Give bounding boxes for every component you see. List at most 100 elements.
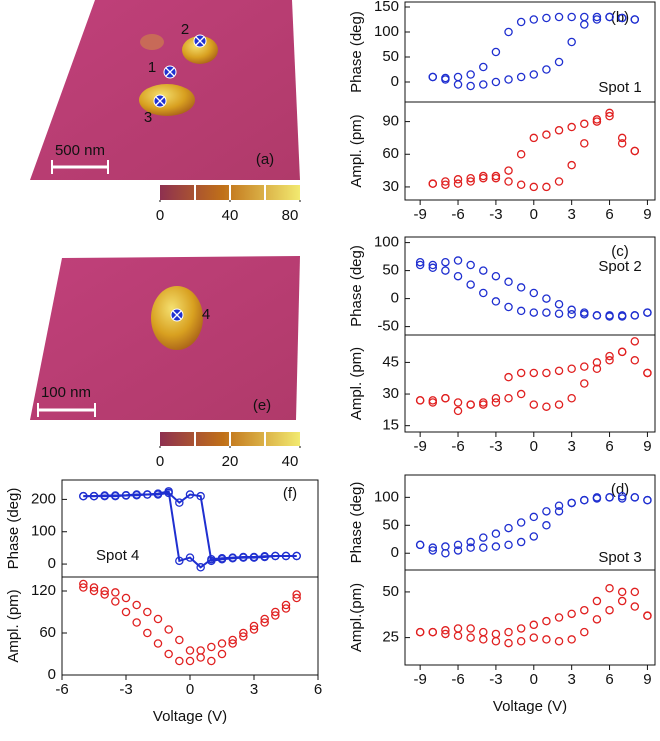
data-point	[554, 507, 564, 516]
data-point	[196, 563, 205, 572]
data-point	[542, 402, 551, 411]
x-tick-label: -6	[55, 681, 68, 698]
y-axis-label: Phase (deg)	[5, 488, 22, 570]
data-point	[567, 364, 576, 373]
x-tick-label: 6	[605, 438, 613, 455]
data-point	[111, 491, 120, 501]
data-point	[529, 15, 539, 24]
y-tick-label: 90	[382, 113, 399, 130]
x-tick-label: 9	[643, 671, 651, 688]
data-point	[132, 490, 141, 500]
data-point	[516, 624, 526, 633]
data-point	[630, 311, 640, 320]
plot-frame	[404, 334, 656, 433]
data-point	[453, 540, 463, 550]
data-point	[605, 605, 614, 615]
data-point	[479, 173, 488, 183]
data-point	[504, 394, 513, 403]
data-point	[617, 13, 627, 23]
data-point	[491, 271, 501, 281]
data-point	[292, 593, 301, 603]
colorbar-tick-label: 40	[282, 453, 299, 470]
data-point	[554, 12, 564, 22]
data-point	[567, 498, 576, 508]
data-point	[453, 271, 463, 281]
x-tick-label: 0	[186, 681, 194, 698]
y-tick-label: 0	[391, 290, 399, 307]
data-point	[281, 551, 291, 561]
data-point	[605, 584, 614, 593]
x-tick-label: -6	[451, 206, 464, 223]
afm-image-e	[30, 256, 300, 420]
data-point	[580, 139, 589, 148]
data-point	[605, 108, 614, 118]
data-point	[567, 12, 576, 22]
data-point	[479, 543, 488, 552]
data-point	[441, 629, 450, 639]
data-point	[605, 356, 614, 365]
data-point	[554, 299, 564, 309]
data-point	[516, 518, 526, 527]
data-point	[466, 173, 475, 183]
data-point	[516, 637, 526, 646]
data-point	[567, 122, 576, 132]
data-point	[542, 65, 551, 74]
spot-label: 3	[144, 109, 152, 126]
data-point	[281, 600, 291, 610]
data-point	[466, 543, 475, 552]
data-point	[554, 501, 564, 510]
data-point	[491, 637, 501, 646]
y-tick-label: 60	[39, 624, 56, 641]
data-point	[453, 406, 463, 416]
data-point	[542, 635, 551, 644]
annotation: Spot 3	[598, 549, 641, 566]
data-point	[217, 649, 227, 659]
data-point	[479, 533, 488, 542]
x-tick-label: 0	[530, 206, 538, 223]
data-point	[516, 180, 526, 190]
data-point	[554, 637, 564, 646]
data-point	[516, 150, 526, 159]
data-point	[228, 553, 237, 563]
data-point	[132, 600, 141, 610]
y-tick-label: 0	[391, 73, 399, 90]
y-tick-label: 60	[382, 145, 399, 162]
data-point	[100, 590, 109, 599]
data-point	[605, 111, 614, 121]
data-point	[516, 306, 526, 316]
data-point	[453, 72, 463, 82]
data-point	[542, 130, 551, 139]
data-point	[239, 628, 248, 638]
x-tick-label: -9	[413, 671, 426, 688]
data-point	[453, 175, 463, 184]
plot-frame	[404, 101, 656, 201]
data-point	[580, 12, 589, 22]
y-axis-label: Ampl.(pm)	[348, 583, 365, 652]
y-tick-label: 100	[374, 488, 399, 505]
data-point	[504, 627, 513, 637]
data-point	[441, 542, 450, 551]
data-point	[428, 72, 438, 82]
y-tick-label: 100	[374, 23, 399, 40]
y-tick-label: 0	[391, 544, 399, 561]
data-point	[529, 133, 539, 143]
data-point	[529, 70, 539, 79]
colorbar-tick-label: 40	[222, 207, 239, 224]
data-point	[580, 605, 589, 615]
data-point	[428, 260, 438, 270]
data-point	[79, 579, 88, 589]
data-point	[592, 115, 602, 124]
data-point	[453, 80, 463, 89]
y-tick-label: 50	[382, 48, 399, 65]
data-point	[643, 495, 652, 505]
data-point	[504, 302, 513, 312]
data-point	[185, 646, 195, 655]
y-tick-label: 30	[382, 178, 399, 195]
data-point	[630, 15, 640, 24]
data-point	[217, 554, 227, 564]
y-tick-label: 100	[374, 234, 399, 251]
data-point	[529, 532, 539, 541]
data-point	[185, 490, 195, 499]
data-point	[441, 180, 450, 190]
